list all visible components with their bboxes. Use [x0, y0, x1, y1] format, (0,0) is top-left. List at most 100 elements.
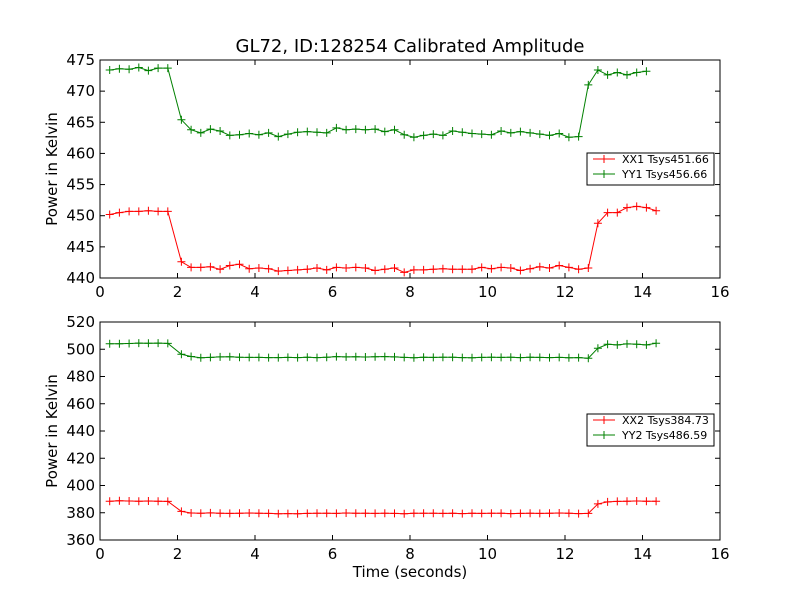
- data-point: [438, 264, 447, 273]
- data-point: [448, 127, 457, 135]
- data-point: [177, 115, 186, 124]
- data-point: [293, 353, 302, 362]
- data-point: [438, 509, 447, 518]
- data-point: [206, 508, 215, 517]
- data-point: [593, 499, 602, 508]
- data-point: [274, 509, 283, 518]
- data-point: [322, 509, 331, 518]
- x-tick-label: 10: [478, 545, 497, 563]
- legend: XX1 Tsys451.66 YY1 Tsys456.66: [586, 152, 715, 186]
- data-point: [371, 266, 380, 275]
- data-point: [487, 264, 496, 273]
- data-point: [477, 263, 486, 272]
- data-point: [545, 353, 554, 362]
- data-point: [283, 266, 292, 275]
- series-1: [106, 202, 661, 277]
- data-point: [400, 130, 409, 139]
- data-point: [555, 509, 564, 517]
- data-point: [283, 130, 292, 139]
- data-point: [458, 353, 467, 362]
- data-point: [322, 128, 331, 137]
- legend-box: [586, 152, 715, 186]
- data-point: [380, 265, 389, 274]
- data-point: [458, 509, 467, 518]
- data-point: [613, 208, 622, 217]
- data-point: [293, 128, 302, 137]
- data-point: [458, 128, 467, 137]
- data-point: [225, 261, 234, 270]
- data-point: [105, 339, 114, 348]
- data-point: [526, 264, 535, 273]
- data-point: [154, 207, 163, 216]
- y-axis-label: Power in Kelvin: [43, 374, 61, 488]
- data-point: [303, 353, 312, 362]
- data-point: [196, 263, 205, 272]
- data-point: [125, 207, 134, 216]
- x-tick-label: 14: [633, 283, 652, 301]
- data-point: [154, 64, 163, 73]
- data-point: [351, 125, 360, 134]
- data-point: [468, 129, 476, 138]
- x-tick-label: 8: [405, 283, 415, 301]
- data-point: [545, 131, 554, 140]
- y-tick-label: 440: [66, 422, 95, 440]
- data-point: [274, 353, 283, 362]
- data-point: [177, 350, 186, 359]
- y-tick-label: 360: [66, 531, 95, 549]
- data-point: [409, 509, 418, 518]
- data-point: [371, 125, 380, 134]
- data-point: [652, 497, 661, 506]
- data-point: [526, 353, 535, 362]
- data-point: [642, 340, 651, 349]
- data-point: [351, 263, 360, 272]
- data-point: [154, 339, 163, 348]
- chart-2: 0 2 4 6 8 10 12 14 16 360 380 400 420 440 460 480 500 520…: [43, 313, 730, 563]
- y-tick-label: 470: [66, 82, 95, 100]
- x-tick-label: 14: [633, 545, 652, 563]
- data-point: [545, 264, 554, 272]
- data-point: [632, 202, 641, 211]
- data-point: [429, 353, 438, 362]
- data-point: [105, 497, 114, 506]
- data-point: [264, 128, 273, 137]
- data-point: [322, 353, 331, 362]
- data-point: [134, 339, 143, 348]
- data-point: [293, 509, 302, 518]
- x-tick-label: 12: [555, 545, 574, 563]
- y-tick-label: 400: [66, 477, 95, 495]
- y-tick-label: 380: [66, 504, 95, 522]
- data-point: [574, 509, 583, 518]
- data-point: [429, 265, 438, 274]
- data-point: [535, 353, 544, 362]
- data-point: [351, 509, 360, 518]
- data-point: [526, 128, 535, 137]
- data-point: [632, 68, 641, 77]
- data-point: [134, 497, 143, 506]
- data-point: [361, 125, 370, 134]
- data-point: [506, 353, 515, 362]
- data-point: [115, 208, 124, 217]
- y-tick-label: 460: [66, 395, 95, 413]
- data-point: [458, 265, 467, 274]
- y-tick-label: 520: [66, 313, 95, 331]
- data-point: [419, 265, 428, 274]
- data-point: [163, 64, 172, 73]
- data-point: [593, 344, 602, 353]
- series-2: [106, 64, 651, 142]
- data-point: [313, 353, 321, 362]
- data-point: [380, 127, 389, 136]
- legend-marker: [600, 431, 608, 439]
- legend-box: [586, 413, 715, 447]
- data-point: [506, 509, 515, 518]
- data-point: [652, 206, 661, 215]
- data-point: [487, 353, 496, 362]
- data-point: [642, 67, 651, 76]
- data-point: [603, 70, 612, 79]
- data-point: [448, 509, 457, 518]
- data-point: [390, 264, 399, 272]
- data-point: [264, 264, 273, 273]
- data-point: [235, 509, 244, 518]
- data-point: [448, 353, 457, 362]
- x-tick-label: 8: [405, 545, 415, 563]
- data-point: [115, 339, 124, 348]
